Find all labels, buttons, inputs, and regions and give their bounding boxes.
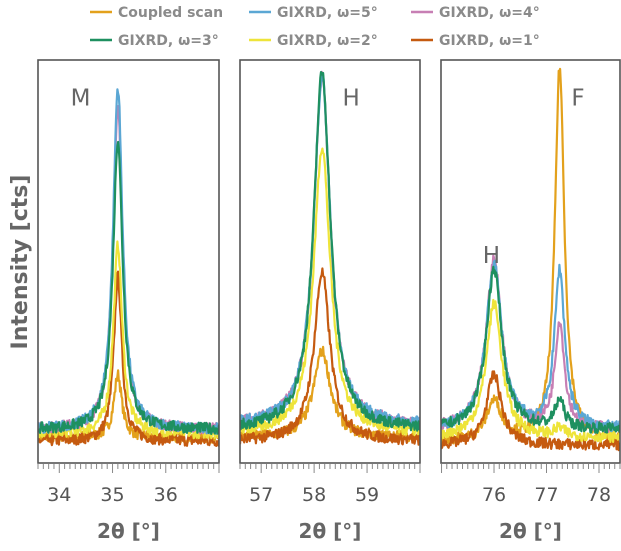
series-w3-panel-3	[441, 265, 620, 434]
tick-label: 78	[587, 484, 611, 506]
series-w1-panel-3	[441, 370, 620, 452]
peak-label: F	[571, 86, 584, 112]
legend-label-w5: GIXRD, ω=5°	[277, 5, 378, 21]
tick-label: 77	[534, 484, 558, 506]
panel-frame	[37, 59, 220, 464]
peak-label: H	[483, 243, 500, 269]
x-axis-label: 2θ [°]	[97, 519, 160, 543]
panel-1: 34 35 36 2θ [°] M	[37, 59, 220, 543]
legend: Coupled scan GIXRD, ω=5° GIXRD, ω=4° GIXRD,…	[90, 5, 540, 49]
panel-1-series	[38, 88, 219, 447]
legend-label-coupled: Coupled scan	[118, 5, 223, 21]
tick-label: 34	[47, 484, 71, 506]
series-w5-panel-1	[38, 88, 219, 435]
panel-3: 76 77 78 2θ [°] H F	[440, 59, 621, 543]
tick-label: 76	[482, 484, 506, 506]
series-w3-panel-2	[240, 71, 420, 432]
legend-label-w2: GIXRD, ω=2°	[277, 33, 378, 49]
series-w1-panel-2	[240, 267, 420, 446]
tick-label: 36	[154, 484, 178, 506]
panel-3-series	[441, 67, 620, 452]
panels: 34 35 36 2θ [°] M 57 58 59 2θ [°] H 76 77 78 2θ [°] H F	[37, 59, 621, 543]
series-w3-panel-1	[38, 140, 219, 435]
series-w4-panel-1	[38, 105, 219, 435]
peak-label: H	[343, 86, 360, 112]
peak-label: M	[71, 86, 91, 112]
tick-label: 58	[302, 484, 326, 506]
tick-label: 57	[249, 484, 273, 506]
tick-label: 59	[355, 484, 379, 506]
series-w2-panel-3	[441, 298, 620, 443]
x-axis-label: 2θ [°]	[299, 519, 362, 543]
panel-frame	[239, 59, 421, 464]
series-w4-panel-3	[441, 254, 620, 434]
legend-label-w4: GIXRD, ω=4°	[439, 5, 540, 21]
panel-2: 57 58 59 2θ [°] H	[239, 59, 421, 543]
series-w1-panel-1	[38, 270, 219, 447]
x-axis-label: 2θ [°]	[499, 519, 562, 543]
y-axis-label: Intensity [cts]	[8, 175, 33, 350]
tick-label: 35	[100, 484, 124, 506]
series-coupled-panel-3	[441, 67, 620, 446]
legend-label-w3: GIXRD, ω=3°	[118, 33, 219, 49]
legend-label-w1: GIXRD, ω=1°	[439, 33, 540, 49]
panel-frame	[440, 59, 621, 464]
series-w2-panel-1	[38, 240, 219, 440]
panel-2-series	[240, 70, 420, 446]
